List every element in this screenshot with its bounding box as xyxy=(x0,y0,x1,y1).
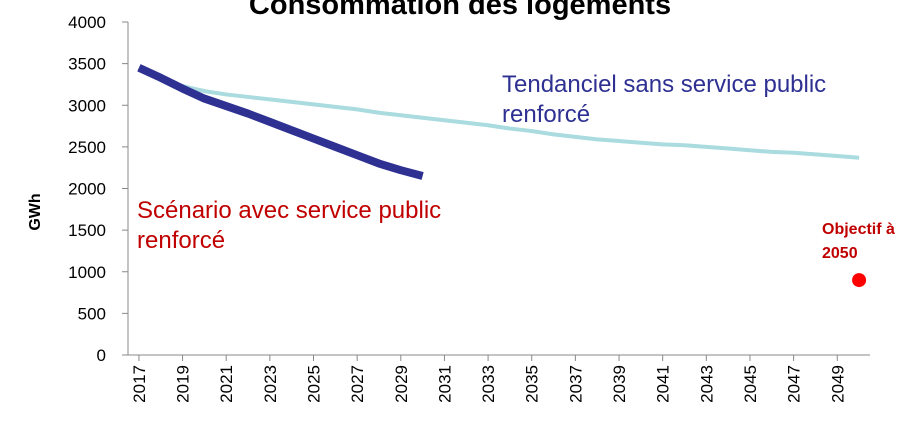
y-tick-label: 3500 xyxy=(68,55,106,74)
y-tick-label: 3000 xyxy=(68,96,106,115)
y-tick-label: 2000 xyxy=(68,180,106,199)
x-tick-label: 2049 xyxy=(828,365,847,403)
x-tick-label: 2021 xyxy=(217,365,236,403)
x-tick-label: 2037 xyxy=(566,365,585,403)
series-label: Tendanciel sans service public renforcé xyxy=(502,71,827,128)
y-tick-label: 4000 xyxy=(68,13,106,32)
x-tick-label: 2027 xyxy=(348,365,367,403)
y-tick-label: 0 xyxy=(97,346,106,365)
x-tick-label: 2023 xyxy=(261,365,280,403)
x-tick-label: 2031 xyxy=(435,365,454,403)
y-tick-label: 500 xyxy=(78,304,106,323)
y-axis-label: GWh xyxy=(27,193,44,230)
target-point xyxy=(852,273,867,288)
x-tick-label: 2033 xyxy=(479,365,498,403)
y-tick-label: 1500 xyxy=(68,221,106,240)
chart-title: Consommation des logements xyxy=(249,0,671,21)
x-tick-label: 2029 xyxy=(392,365,411,403)
x-tick-label: 2017 xyxy=(130,365,149,403)
y-tick-label: 2500 xyxy=(68,138,106,157)
series-line xyxy=(138,65,860,160)
x-tick-label: 2025 xyxy=(305,365,324,403)
series-line xyxy=(137,64,424,180)
y-tick-label: 1000 xyxy=(68,263,106,282)
x-tick-label: 2039 xyxy=(610,365,629,403)
x-tick-label: 2045 xyxy=(741,365,760,403)
series-label: Scénario avec service public renforcé xyxy=(137,197,442,254)
x-tick-label: 2047 xyxy=(785,365,804,403)
x-tick-label: 2019 xyxy=(174,365,193,403)
x-tick-label: 2043 xyxy=(697,365,716,403)
x-tick-label: 2041 xyxy=(654,365,673,403)
x-tick-label: 2035 xyxy=(523,365,542,403)
target-label: Objectif à 2050 xyxy=(822,221,895,262)
